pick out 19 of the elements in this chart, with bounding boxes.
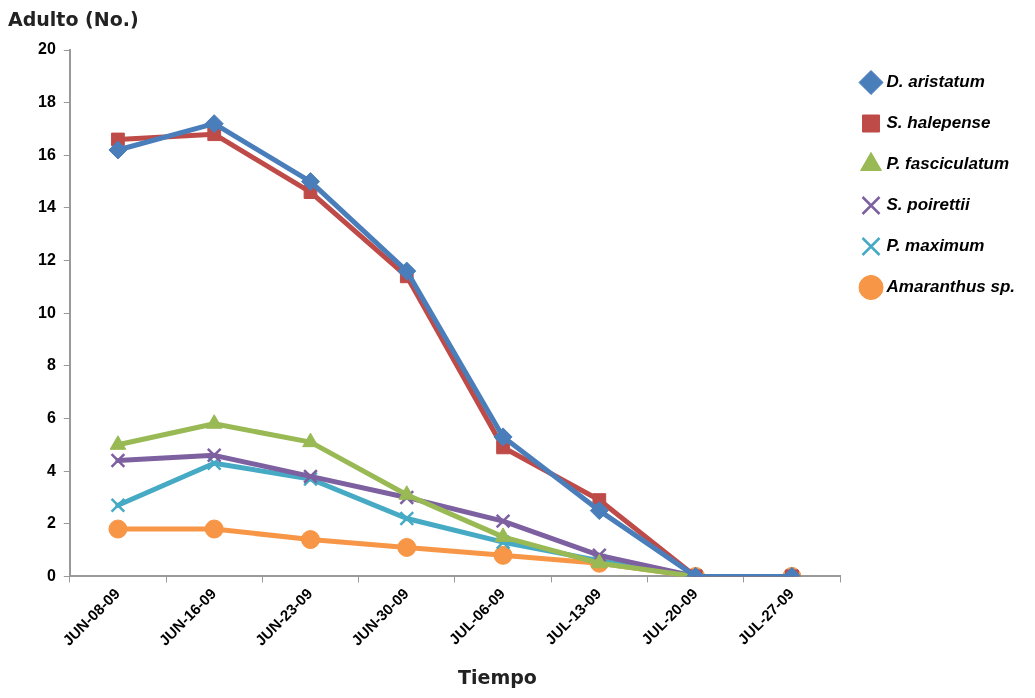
y-tick-label: 12: [38, 250, 56, 268]
x-axis-title: Tiempo: [458, 666, 537, 688]
y-tick-label: 20: [38, 40, 56, 58]
y-axis-title: Adulto (No.): [8, 8, 139, 30]
y-tick-label: 16: [38, 145, 56, 163]
y-tick-label: 8: [46, 356, 56, 374]
y-tick-label: 14: [38, 198, 56, 216]
legend-label: P. maximum: [886, 236, 985, 256]
y-tick-label: 2: [46, 514, 56, 532]
legend-label: Amaranthus sp.: [885, 277, 1016, 297]
legend-label: S. poirettii: [886, 195, 971, 215]
legend-label: S. halepense: [886, 113, 991, 133]
y-tick-label: 18: [38, 93, 56, 111]
y-tick-label: 6: [46, 408, 56, 426]
y-tick-label: 4: [46, 461, 56, 479]
legend-label: P. fasciculatum: [886, 154, 1010, 174]
y-tick-label: 0: [46, 566, 56, 584]
legend-label: D. aristatum: [886, 72, 985, 92]
y-tick-label: 10: [38, 303, 56, 321]
